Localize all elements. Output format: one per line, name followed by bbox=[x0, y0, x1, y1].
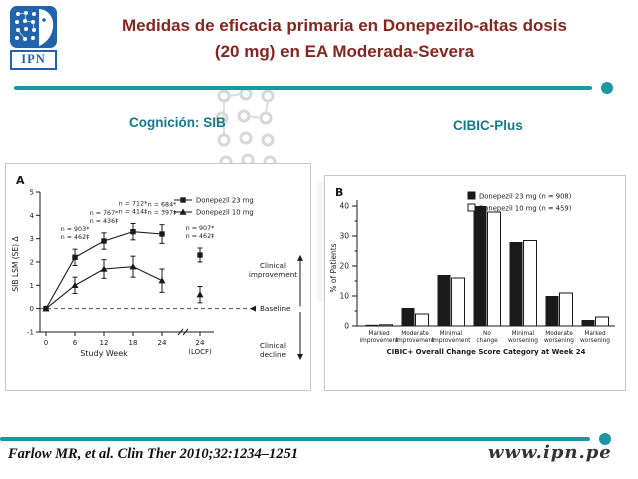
svg-text:10: 10 bbox=[339, 292, 349, 301]
svg-text:24: 24 bbox=[196, 339, 205, 347]
header-divider-dot bbox=[601, 82, 613, 94]
svg-text:0: 0 bbox=[344, 322, 349, 331]
svg-text:2: 2 bbox=[30, 259, 34, 267]
footer-divider-dot bbox=[599, 433, 611, 445]
svg-text:CIBIC+ Overall Change Score Ca: CIBIC+ Overall Change Score Category at … bbox=[387, 348, 586, 356]
svg-text:decline: decline bbox=[260, 350, 286, 359]
cibic-bar-chart: B% of Patients010203040Markedimprovement… bbox=[329, 186, 615, 356]
svg-text:Donepezil 23 mg (n = 908): Donepezil 23 mg (n = 908) bbox=[479, 193, 572, 201]
svg-text:30: 30 bbox=[339, 232, 349, 241]
svg-text:18: 18 bbox=[129, 339, 138, 347]
slide-title-line2: (20 mg) en EA Moderada-Severa bbox=[214, 41, 475, 61]
svg-text:improvement: improvement bbox=[396, 338, 436, 344]
svg-text:change: change bbox=[476, 338, 498, 344]
svg-text:4: 4 bbox=[30, 212, 35, 220]
ipn-logo: IPN bbox=[10, 6, 57, 70]
svg-text:24: 24 bbox=[158, 339, 167, 347]
svg-text:% of Patients: % of Patients bbox=[329, 243, 338, 292]
website-logo: www.ipn.pe bbox=[488, 442, 612, 463]
svg-text:12: 12 bbox=[100, 339, 109, 347]
footer-divider bbox=[0, 437, 590, 441]
svg-text:Marked: Marked bbox=[584, 331, 606, 337]
svg-text:0: 0 bbox=[30, 305, 34, 313]
svg-text:n = 712*: n = 712* bbox=[119, 201, 147, 208]
svg-text:6: 6 bbox=[73, 339, 78, 347]
svg-text:Moderate: Moderate bbox=[545, 331, 573, 337]
svg-text:Minimal: Minimal bbox=[440, 331, 463, 337]
svg-text:No: No bbox=[483, 331, 491, 337]
svg-text:Donepezil 23 mg: Donepezil 23 mg bbox=[196, 197, 254, 205]
slide-title-line1: Medidas de eficacia primaria en Donepezi… bbox=[122, 16, 567, 35]
svg-text:improvement: improvement bbox=[360, 338, 400, 344]
ipn-logo-dots-face-icon bbox=[15, 9, 54, 46]
svg-text:worsening: worsening bbox=[508, 338, 538, 344]
svg-text:improvement: improvement bbox=[432, 338, 472, 344]
svg-text:n = 767*: n = 767* bbox=[90, 210, 118, 217]
section-label-cibic: CIBIC-Plus bbox=[453, 118, 523, 133]
svg-text:3: 3 bbox=[30, 235, 34, 243]
svg-text:Baseline: Baseline bbox=[260, 304, 291, 313]
svg-text:1: 1 bbox=[30, 282, 34, 290]
svg-text:B: B bbox=[335, 186, 343, 199]
ipn-logo-text: IPN bbox=[10, 50, 57, 70]
slide-title: Medidas de eficacia primaria en Donepezi… bbox=[72, 13, 617, 64]
svg-text:A: A bbox=[16, 174, 25, 187]
svg-text:n = 462‡: n = 462‡ bbox=[61, 234, 89, 241]
svg-text:n = 907*: n = 907* bbox=[186, 225, 214, 232]
header-divider bbox=[14, 86, 592, 90]
svg-text:5: 5 bbox=[30, 189, 34, 197]
svg-text:n = 684*: n = 684* bbox=[148, 202, 176, 209]
svg-text:Clinical: Clinical bbox=[260, 261, 286, 270]
svg-text:Donepezil 10 mg (n = 459): Donepezil 10 mg (n = 459) bbox=[479, 205, 572, 213]
svg-text:Study Week: Study Week bbox=[80, 349, 128, 358]
svg-text:(LOCF): (LOCF) bbox=[188, 348, 212, 356]
svg-text:SIB LSM (SE) Δ: SIB LSM (SE) Δ bbox=[11, 236, 20, 292]
ipn-logo-mark-icon bbox=[10, 6, 57, 48]
svg-text:worsening: worsening bbox=[544, 338, 574, 344]
svg-text:n = 436‡: n = 436‡ bbox=[90, 218, 118, 225]
svg-text:Donepezil 10 mg: Donepezil 10 mg bbox=[196, 209, 254, 217]
sib-chart-panel: A SIB LSM (SE) Δ -1 0 1 2 3 4 5 0 6 12 18 24 24 (LOCF) S… bbox=[5, 163, 311, 391]
citation: Farlow MR, et al. Clin Ther 2010;32:1234… bbox=[8, 446, 299, 462]
svg-text:Marked: Marked bbox=[368, 331, 390, 337]
svg-text:20: 20 bbox=[339, 262, 349, 271]
svg-text:n = 462‡: n = 462‡ bbox=[186, 233, 214, 240]
svg-text:n = 397‡: n = 397‡ bbox=[148, 210, 176, 217]
svg-text:0: 0 bbox=[44, 339, 48, 347]
svg-text:-1: -1 bbox=[27, 329, 34, 337]
svg-text:Clinical: Clinical bbox=[260, 341, 286, 350]
section-label-sib: Cognición: SIB bbox=[129, 115, 226, 130]
svg-text:n = 414‡: n = 414‡ bbox=[119, 209, 147, 216]
svg-text:worsening: worsening bbox=[580, 338, 610, 344]
cibic-chart-panel: B% of Patients 0 10 20 30 40 Marked improvement… bbox=[324, 175, 626, 391]
svg-text:40: 40 bbox=[339, 202, 349, 211]
svg-text:n = 903*: n = 903* bbox=[61, 226, 89, 233]
svg-text:Minimal: Minimal bbox=[512, 331, 535, 337]
svg-text:Moderate: Moderate bbox=[401, 331, 429, 337]
svg-text:improvement: improvement bbox=[249, 270, 297, 279]
